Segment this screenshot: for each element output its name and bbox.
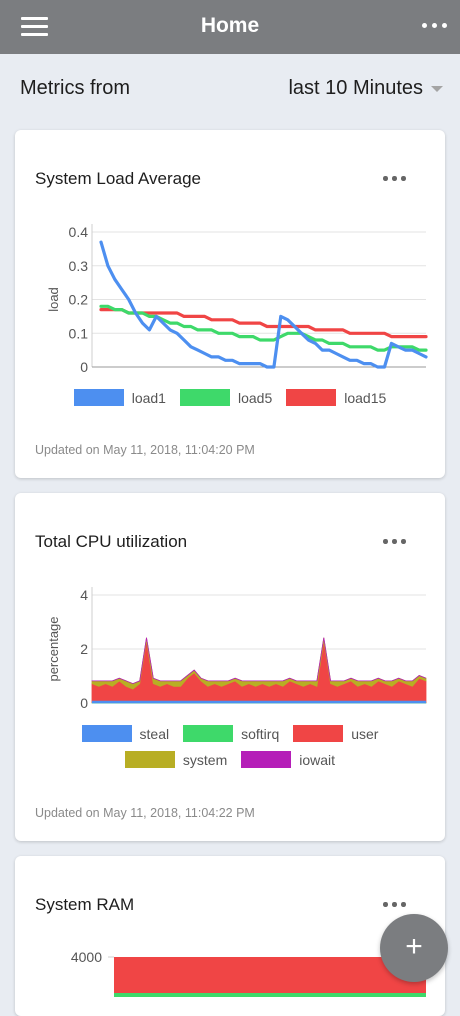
- y-tick-label: 0: [80, 359, 88, 375]
- page-title: Home: [200, 14, 260, 37]
- card-system-load-average: System Load Average 0 0.1 0.2 0.3 0.4 load lo…: [15, 130, 445, 478]
- y-tick-label: 2: [80, 641, 88, 657]
- card-title: System Load Average: [35, 169, 202, 188]
- y-tick-label: 0: [80, 695, 88, 711]
- legend-label: iowait: [299, 751, 336, 768]
- legend-item-load1[interactable]: load1: [73, 389, 166, 406]
- series-area-used: [114, 957, 426, 997]
- legend-item-softirq[interactable]: softirq: [183, 725, 279, 742]
- card-title: Total CPU utilization: [35, 532, 188, 551]
- y-tick-label: 0.3: [69, 258, 89, 274]
- chart-legend: steal softirq user system iowait: [15, 725, 445, 777]
- series-area-user: [91, 640, 427, 703]
- more-horizontal-icon[interactable]: [383, 176, 407, 182]
- y-axis-label: load: [46, 287, 61, 312]
- legend-swatch: [124, 751, 175, 768]
- legend-label: load15: [344, 389, 387, 406]
- legend-item-load15[interactable]: load15: [286, 389, 386, 406]
- legend-swatch: [241, 751, 292, 768]
- legend-item-steal[interactable]: steal: [81, 725, 170, 742]
- legend-label: load5: [237, 389, 273, 406]
- updated-timestamp: Updated on May 11, 2018, 11:04:22 PM: [35, 806, 255, 820]
- updated-timestamp: Updated on May 11, 2018, 11:04:20 PM: [35, 443, 255, 457]
- legend-item-system[interactable]: system: [124, 751, 228, 768]
- y-tick-label: 0.2: [69, 292, 89, 308]
- metrics-from-label: Metrics from: [20, 77, 130, 99]
- series-line-load1: [99, 240, 428, 369]
- legend-swatch: [179, 389, 230, 406]
- card-total-cpu-utilization: Total CPU utilization 0 2 4 percentage stea…: [15, 493, 445, 841]
- time-range-value: last 10 Minutes: [288, 77, 423, 99]
- legend-swatch: [293, 725, 344, 742]
- add-button[interactable]: +: [380, 914, 448, 982]
- y-tick-label: 0.1: [69, 325, 89, 341]
- series-area-free: [114, 993, 426, 997]
- metrics-filter-row: Metrics from last 10 Minutes: [0, 54, 460, 130]
- hamburger-menu-icon[interactable]: [21, 17, 48, 37]
- legend-swatch: [73, 389, 124, 406]
- legend-swatch: [81, 725, 132, 742]
- legend-label: load1: [131, 389, 166, 406]
- chart-legend: load1 load5 load15: [15, 389, 445, 415]
- system-ram-chart: 4000: [71, 949, 426, 997]
- chevron-down-icon: [431, 85, 443, 92]
- load-average-chart: 0 0.1 0.2 0.3 0.4 load: [46, 224, 428, 375]
- y-tick-label: 4: [80, 587, 88, 603]
- time-range-dropdown[interactable]: last 10 Minutes: [288, 77, 443, 100]
- legend-swatch: [183, 725, 234, 742]
- legend-item-iowait[interactable]: iowait: [241, 751, 335, 768]
- legend-label: softirq: [241, 725, 280, 742]
- y-axis-label: percentage: [46, 616, 61, 681]
- series-line-load15: [99, 308, 428, 339]
- more-horizontal-icon[interactable]: [383, 539, 407, 545]
- more-horizontal-icon[interactable]: [383, 902, 407, 908]
- legend-label: system: [182, 751, 228, 768]
- legend-swatch: [286, 389, 337, 406]
- navbar: Home: [0, 0, 460, 54]
- y-tick-label: 4000: [71, 949, 102, 965]
- card-title: System RAM: [35, 895, 135, 914]
- legend-label: steal: [139, 725, 170, 742]
- legend-item-load5[interactable]: load5: [179, 389, 273, 406]
- card-system-ram: System RAM 4000: [15, 856, 445, 1016]
- more-horizontal-icon[interactable]: [422, 23, 448, 31]
- legend-item-user[interactable]: user: [293, 725, 378, 742]
- series-area-iowait: [91, 637, 427, 685]
- cpu-utilization-chart: 0 2 4 percentage: [46, 587, 427, 711]
- legend-label: user: [351, 725, 379, 742]
- y-tick-label: 0.4: [69, 224, 89, 240]
